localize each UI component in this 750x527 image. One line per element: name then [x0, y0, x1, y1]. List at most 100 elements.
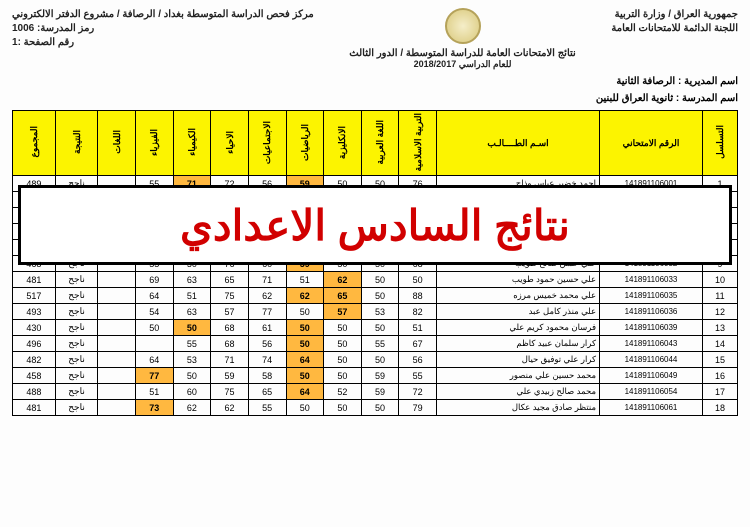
- col-total: المجموع: [13, 111, 56, 176]
- cell-total: 430: [13, 320, 56, 336]
- page-header: جمهورية العراق / وزارة التربية اللجنة ال…: [12, 8, 738, 70]
- cell-total: 517: [13, 288, 56, 304]
- cell-arabic: 50: [361, 352, 399, 368]
- cell-result: ناجح: [55, 272, 98, 288]
- cell-languages: [98, 288, 136, 304]
- school-code: رمز المدرسة: 1006: [12, 22, 314, 36]
- cell-total: 481: [13, 400, 56, 416]
- overlay-text: نتائج السادس الاعدادي: [180, 201, 570, 250]
- col-arabic: اللغة العربية: [361, 111, 399, 176]
- cell-exam: 141891106049: [600, 368, 703, 384]
- cell-islamic: 50: [399, 272, 437, 288]
- committee: اللجنة الدائمة للامتحانات العامة: [611, 22, 738, 36]
- cell-biology: 71: [211, 352, 249, 368]
- cell-languages: [98, 336, 136, 352]
- cell-physics: [136, 336, 174, 352]
- cell-seq: 18: [702, 400, 737, 416]
- cell-languages: [98, 384, 136, 400]
- cell-islamic: 72: [399, 384, 437, 400]
- cell-chemistry: 63: [173, 304, 211, 320]
- cell-math: 50: [286, 336, 324, 352]
- academic-year: للعام الدراسي 2018/2017: [314, 59, 612, 70]
- cell-seq: 11: [702, 288, 737, 304]
- cell-exam: 141891106035: [600, 288, 703, 304]
- cell-name: علي حسين حمود طويب: [437, 272, 600, 288]
- cell-seq: 12: [702, 304, 737, 320]
- cell-total: 496: [13, 336, 56, 352]
- table-row: 14141891106043كرار سلمان عبيد كاظم675550…: [13, 336, 738, 352]
- table-row: 15141891106044كرار علي توفيق حيال5650506…: [13, 352, 738, 368]
- cell-languages: [98, 272, 136, 288]
- cell-languages: [98, 352, 136, 368]
- cell-total: 482: [13, 352, 56, 368]
- cell-english: 50: [324, 400, 362, 416]
- cell-arabic: 50: [361, 400, 399, 416]
- cell-arabic: 59: [361, 384, 399, 400]
- country-ministry: جمهورية العراق / وزارة التربية: [611, 8, 738, 22]
- cell-social: 62: [248, 288, 286, 304]
- cell-islamic: 88: [399, 288, 437, 304]
- cell-total: 481: [13, 272, 56, 288]
- cell-name: منتظر صادق مجيد عكال: [437, 400, 600, 416]
- cell-english: 52: [324, 384, 362, 400]
- meta-row2: اسم المدرسة : ثانوية العراق للبنين: [12, 93, 738, 104]
- cell-result: ناجح: [55, 384, 98, 400]
- cell-math: 50: [286, 400, 324, 416]
- meta-row: اسم المديرية : الرصافة الثانية: [12, 76, 738, 87]
- col-physics: الفيزياء: [136, 111, 174, 176]
- col-seq: التسلسل: [702, 111, 737, 176]
- cell-chemistry: 51: [173, 288, 211, 304]
- cell-arabic: 53: [361, 304, 399, 320]
- center-name: مركز فحص الدراسة المتوسطة بغداد / الرصاف…: [12, 8, 314, 22]
- cell-biology: 68: [211, 320, 249, 336]
- cell-english: 50: [324, 336, 362, 352]
- col-chemistry: الكيمياء: [173, 111, 211, 176]
- cell-name: محمد صالح زبيدي علي: [437, 384, 600, 400]
- cell-islamic: 79: [399, 400, 437, 416]
- cell-result: ناجح: [55, 320, 98, 336]
- school-name: اسم المدرسة : ثانوية العراق للبنين: [596, 93, 738, 104]
- cell-physics: 54: [136, 304, 174, 320]
- cell-biology: 57: [211, 304, 249, 320]
- cell-exam: 141891106033: [600, 272, 703, 288]
- cell-arabic: 50: [361, 272, 399, 288]
- header-right: جمهورية العراق / وزارة التربية اللجنة ال…: [611, 8, 738, 36]
- cell-physics: 50: [136, 320, 174, 336]
- cell-exam: 141891106061: [600, 400, 703, 416]
- results-title: نتائج الامتحانات العامة للدراسة المتوسطة…: [314, 48, 612, 59]
- cell-math: 50: [286, 368, 324, 384]
- cell-result: ناجح: [55, 304, 98, 320]
- col-english: الانكليزية: [324, 111, 362, 176]
- col-exam: الرقم الامتحاني: [600, 111, 703, 176]
- cell-total: 493: [13, 304, 56, 320]
- cell-biology: 65: [211, 272, 249, 288]
- cell-chemistry: 62: [173, 400, 211, 416]
- col-languages: اللغات: [98, 111, 136, 176]
- cell-name: كرار سلمان عبيد كاظم: [437, 336, 600, 352]
- cell-seq: 16: [702, 368, 737, 384]
- cell-math: 50: [286, 304, 324, 320]
- cell-social: 55: [248, 400, 286, 416]
- cell-social: 77: [248, 304, 286, 320]
- cell-social: 58: [248, 368, 286, 384]
- cell-math: 51: [286, 272, 324, 288]
- cell-result: ناجح: [55, 288, 98, 304]
- cell-exam: 141891106039: [600, 320, 703, 336]
- cell-social: 61: [248, 320, 286, 336]
- header-left: مركز فحص الدراسة المتوسطة بغداد / الرصاف…: [12, 8, 314, 50]
- cell-result: ناجح: [55, 352, 98, 368]
- cell-math: 64: [286, 352, 324, 368]
- cell-english: 50: [324, 320, 362, 336]
- cell-name: محمد حسين علي منصور: [437, 368, 600, 384]
- cell-languages: [98, 368, 136, 384]
- col-math: الرياضيات: [286, 111, 324, 176]
- cell-chemistry: 50: [173, 368, 211, 384]
- cell-arabic: 59: [361, 368, 399, 384]
- cell-arabic: 50: [361, 288, 399, 304]
- cell-arabic: 55: [361, 336, 399, 352]
- cell-seq: 10: [702, 272, 737, 288]
- cell-social: 74: [248, 352, 286, 368]
- col-biology: الاحياء: [211, 111, 249, 176]
- overlay-banner: نتائج السادس الاعدادي: [18, 185, 732, 265]
- cell-math: 64: [286, 384, 324, 400]
